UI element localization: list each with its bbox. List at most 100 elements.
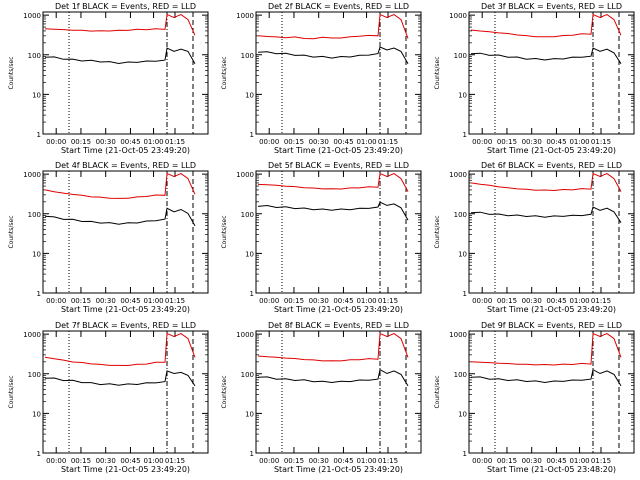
x-tick-label: 00:45 (333, 297, 353, 305)
x-tick-label: 00:30 (309, 297, 329, 305)
x-axis-label: Start Time (21-Oct-05 23:49:20) (61, 465, 190, 474)
x-tick-label: 00:00 (259, 457, 279, 465)
x-tick-label: 01:15 (165, 138, 185, 146)
y-tick-label: 10 (32, 250, 41, 258)
y-tick-label: 1 (250, 290, 254, 298)
y-tick-label: 1000 (449, 12, 467, 20)
y-tick-label: 10 (245, 91, 254, 99)
panel-title: Det 5f BLACK = Events, RED = LLD (268, 161, 409, 170)
series-events-line (44, 207, 196, 227)
y-tick-label: 10 (458, 250, 467, 258)
plot-frame (468, 170, 635, 294)
series-lld-line (44, 13, 196, 36)
series-events-line (257, 368, 409, 387)
series-events-line (257, 46, 409, 64)
x-tick-label: 01:15 (591, 457, 611, 465)
x-tick-label: 01:00 (356, 138, 376, 146)
series-lld-line (44, 332, 196, 367)
series-lld-line (470, 332, 622, 366)
x-axis-label: Start Time (21-Oct-05 23:49:20) (487, 305, 616, 314)
plot-frame (468, 330, 635, 454)
x-tick-label: 01:15 (378, 138, 398, 146)
x-tick-label: 00:15 (71, 138, 91, 146)
y-axis-label: Counts/sec (8, 56, 15, 89)
x-tick-label: 00:15 (284, 138, 304, 146)
y-tick-label: 100 (241, 211, 254, 219)
x-tick-label: 00:45 (546, 138, 566, 146)
y-axis-label: Counts/sec (221, 56, 228, 89)
x-tick-label: 01:15 (591, 297, 611, 305)
x-axis-label: Start Time (21-Oct-05 23:49:20) (487, 146, 616, 155)
x-tick-label: 00:00 (259, 297, 279, 305)
y-tick-label: 1 (463, 131, 467, 139)
y-axis-label: Counts/sec (434, 56, 441, 89)
x-tick-label: 00:30 (96, 138, 116, 146)
x-tick-label: 00:00 (259, 138, 279, 146)
x-tick-label: 00:15 (71, 297, 91, 305)
y-tick-label: 100 (241, 371, 254, 379)
x-axis-label: Start Time (21-Oct-05 23:49:20) (61, 305, 190, 314)
series-events-line (470, 206, 622, 223)
x-tick-label: 01:00 (569, 138, 589, 146)
detector-panel-5: Det 5f BLACK = Events, RED = LLD 1 10 100 10… (221, 161, 422, 314)
x-axis-label: Start Time (21-Oct-05 23:49:20) (274, 146, 403, 155)
y-tick-label: 10 (458, 410, 467, 418)
y-tick-label: 100 (28, 211, 41, 219)
x-tick-label: 00:30 (522, 457, 542, 465)
detector-panel-8: Det 8f BLACK = Events, RED = LLD 1 10 100 10… (221, 321, 422, 474)
y-tick-label: 1 (37, 131, 41, 139)
y-axis-label: Counts/sec (221, 215, 228, 248)
series-lld-line (257, 13, 409, 40)
y-tick-label: 1 (37, 450, 41, 458)
plot-frame (255, 11, 422, 135)
x-tick-label: 00:30 (522, 297, 542, 305)
y-tick-label: 100 (28, 52, 41, 60)
plot-frame (42, 11, 209, 135)
y-tick-label: 10 (32, 410, 41, 418)
x-tick-label: 00:45 (546, 297, 566, 305)
x-axis-label: Start Time (21-Oct-05 23:49:20) (274, 465, 403, 474)
x-tick-label: 00:15 (71, 457, 91, 465)
x-tick-label: 01:00 (356, 457, 376, 465)
x-tick-label: 01:00 (569, 297, 589, 305)
x-tick-label: 01:15 (165, 457, 185, 465)
x-tick-label: 00:30 (309, 457, 329, 465)
x-tick-label: 01:00 (569, 457, 589, 465)
x-tick-label: 01:00 (143, 457, 163, 465)
x-tick-label: 01:15 (591, 138, 611, 146)
x-tick-label: 00:30 (96, 297, 116, 305)
series-lld-line (257, 332, 409, 362)
y-tick-label: 1000 (236, 331, 254, 339)
x-tick-label: 00:00 (46, 138, 66, 146)
series-events-line (44, 370, 196, 387)
x-tick-label: 00:15 (284, 457, 304, 465)
y-tick-label: 1000 (23, 331, 41, 339)
x-tick-label: 01:00 (143, 138, 163, 146)
series-lld-line (470, 13, 622, 38)
detector-panel-1: Det 1f BLACK = Events, RED = LLD 1 10 100 10… (8, 2, 209, 155)
y-tick-label: 100 (28, 371, 41, 379)
y-axis-label: Counts/sec (8, 215, 15, 248)
y-tick-label: 1000 (449, 331, 467, 339)
panel-title: Det 4f BLACK = Events, RED = LLD (55, 161, 196, 170)
x-tick-label: 00:45 (333, 138, 353, 146)
plot-frame (42, 170, 209, 294)
x-tick-label: 00:30 (522, 138, 542, 146)
y-tick-label: 100 (454, 52, 467, 60)
detector-panel-4: Det 4f BLACK = Events, RED = LLD 1 10 100 10… (8, 161, 209, 314)
panel-title: Det 3f BLACK = Events, RED = LLD (481, 2, 622, 11)
x-tick-label: 00:00 (472, 297, 492, 305)
x-tick-label: 01:15 (165, 297, 185, 305)
y-tick-label: 10 (245, 250, 254, 258)
x-tick-label: 00:45 (120, 457, 140, 465)
x-tick-label: 00:45 (120, 138, 140, 146)
y-axis-label: Counts/sec (8, 375, 15, 408)
plot-frame (468, 11, 635, 135)
y-tick-label: 1000 (236, 12, 254, 20)
y-axis-label: Counts/sec (434, 375, 441, 408)
x-tick-label: 01:00 (143, 297, 163, 305)
x-tick-label: 00:45 (333, 457, 353, 465)
x-tick-label: 01:15 (378, 297, 398, 305)
detector-panel-9: Det 9f BLACK = Events, RED = LLD 1 10 100 10… (434, 321, 635, 474)
